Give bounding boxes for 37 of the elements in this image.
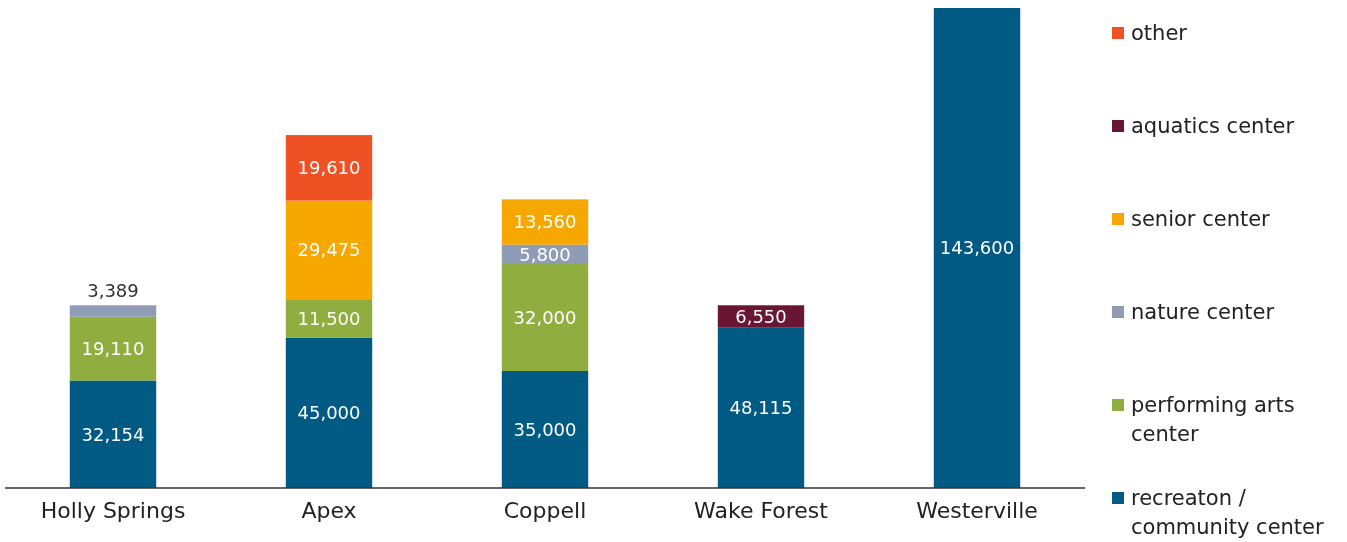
x-tick-label: Westerville: [916, 497, 1038, 523]
data-label: 48,115: [729, 396, 793, 418]
legend-label: performing arts center: [1131, 393, 1295, 446]
data-label: 19,110: [81, 337, 145, 359]
data-label: 29,475: [297, 239, 361, 261]
data-label: 19,610: [297, 157, 361, 179]
data-label: 45,000: [297, 402, 361, 424]
data-label: 35,000: [513, 418, 577, 440]
bar: [501, 199, 589, 245]
bar: [933, 8, 1021, 488]
bar: [69, 305, 157, 317]
bar: [285, 337, 373, 488]
legend-label: nature center: [1131, 300, 1275, 325]
bar: [717, 327, 805, 488]
data-label: 5,800: [519, 243, 571, 265]
data-label: 11,500: [297, 307, 361, 329]
legend-label: aquatics center: [1131, 114, 1295, 139]
legend-label: other: [1131, 21, 1188, 46]
x-tick-label: Wake Forest: [694, 497, 829, 523]
x-tick-label: Apex: [301, 497, 357, 523]
legend-label: senior center: [1131, 207, 1271, 232]
x-tick-label: Holly Springs: [40, 497, 186, 523]
data-label: 32,154: [81, 423, 145, 445]
data-label: 6,550: [735, 305, 787, 327]
bar: [501, 264, 589, 372]
x-tick-label: Coppell: [503, 497, 587, 523]
data-label: 13,560: [513, 211, 577, 233]
data-label: 3,389: [87, 280, 139, 302]
bar: [285, 200, 373, 300]
bar: [69, 316, 157, 381]
bar: [285, 135, 373, 201]
data-label: 143,600: [939, 237, 1015, 259]
data-label: 32,000: [513, 306, 577, 328]
bar: [501, 371, 589, 488]
bar: [285, 299, 373, 338]
bar: [69, 380, 157, 488]
legend-label: recreaton / community center: [1131, 486, 1325, 539]
